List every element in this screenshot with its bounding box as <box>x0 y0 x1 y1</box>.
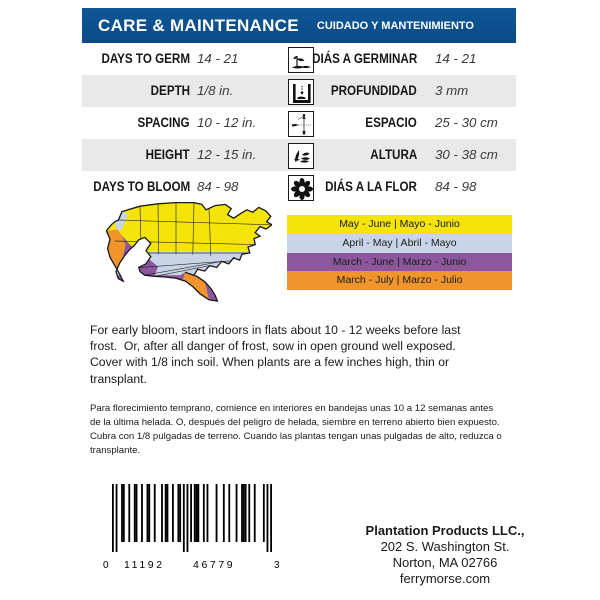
svg-text:0: 0 <box>103 560 109 570</box>
svg-text:11192: 11192 <box>124 559 165 570</box>
svg-text:3: 3 <box>274 560 280 570</box>
svg-text:46779: 46779 <box>193 559 235 570</box>
